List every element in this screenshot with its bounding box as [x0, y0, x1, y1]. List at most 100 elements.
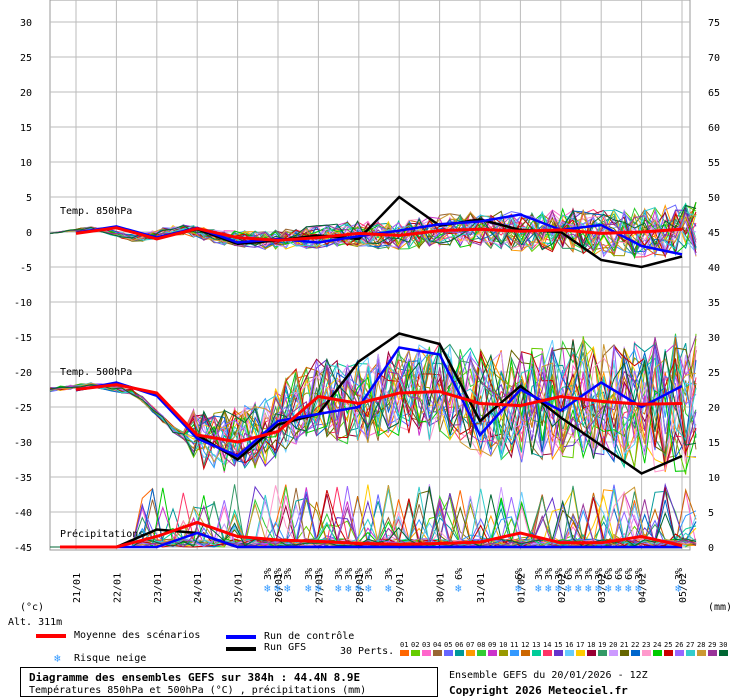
pert-line-500: [49, 335, 697, 467]
snowflake-icon: ❄: [585, 582, 592, 595]
pert-legend-swatch: [609, 650, 618, 656]
altitude-label: Alt. 311m: [8, 617, 63, 628]
pert-legend-number: 16: [565, 641, 573, 649]
snow-risk-badge: 3%: [354, 568, 365, 580]
right-tick-label: 30: [708, 333, 720, 344]
pert-legend-swatch: [510, 650, 519, 656]
snow-risk-badge: 6%: [514, 568, 525, 580]
pert-legend-number: 30: [719, 641, 727, 649]
x-tick-label: 30/01: [436, 573, 447, 603]
chart-grid: [49, 0, 691, 551]
footer-subtitle: Températures 850hPa et 500hPa (°C) , pré…: [29, 685, 367, 696]
pert-legend-number: 11: [510, 641, 518, 649]
legend-snow-label: Risque neige: [74, 653, 147, 664]
left-tick-label: -35: [14, 473, 32, 484]
left-tick-label: 25: [20, 53, 32, 64]
pert-legend-swatch: [708, 650, 717, 656]
x-tick-label: 27/01: [314, 573, 325, 603]
snowflake-icon: ❄: [455, 582, 462, 595]
pert-legend-number: 10: [499, 641, 507, 649]
left-tick-label: -30: [14, 438, 32, 449]
snowflake-icon: ❄: [635, 582, 642, 595]
right-tick-label: 15: [708, 438, 720, 449]
pert-legend-number: 27: [686, 641, 694, 649]
pert-legend-number: 04: [433, 641, 441, 649]
pert-legend-swatch: [631, 650, 640, 656]
left-tick-label: 10: [20, 158, 32, 169]
left-tick-label: 20: [20, 88, 32, 99]
footer-title: Diagramme des ensembles GEFS sur 384h : …: [29, 671, 361, 684]
snowflake-icon: ❄: [274, 582, 281, 595]
copyright-label: Copyright 2026 Meteociel.fr: [449, 684, 628, 697]
x-tick-label: 04/02: [638, 573, 649, 603]
pert-legend-swatch: [653, 650, 662, 656]
x-tick-label: 31/01: [476, 573, 487, 603]
legend-gfs-label: Run GFS: [264, 642, 307, 653]
right-tick-label: 75: [708, 18, 720, 29]
snow-risk-badge: 3%: [584, 568, 595, 580]
pert-legend-swatch: [598, 650, 607, 656]
pert-legend-swatch: [576, 650, 585, 656]
left-tick-label: -45: [14, 543, 32, 554]
snow-risk-badge: 3%: [304, 568, 315, 580]
snowflake-icon: ❄: [54, 652, 61, 665]
right-tick-label: 10: [708, 473, 720, 484]
pert-legend-number: 25: [664, 641, 672, 649]
right-tick-label: 45: [708, 228, 720, 239]
x-tick-label: 03/02: [597, 573, 608, 603]
pert-legend-number: 09: [488, 641, 496, 649]
right-tick-label: 60: [708, 123, 720, 134]
pert-legend-swatch: [543, 650, 552, 656]
pert-legend-swatch: [488, 650, 497, 656]
snow-risk-badge: 6%: [624, 568, 635, 580]
pert-legend-number: 03: [422, 641, 430, 649]
left-unit-label: (°c): [20, 602, 44, 613]
left-tick-label: 30: [20, 18, 32, 29]
left-tick-label: -5: [20, 263, 32, 274]
pert-legend-number: 26: [675, 641, 683, 649]
pert-legend-swatch: [499, 650, 508, 656]
series-line-500: [75, 383, 683, 444]
snow-risk-badge: 3%: [334, 568, 345, 580]
x-tick-label: 22/01: [112, 573, 123, 603]
snow-risk-badge: 3%: [674, 568, 685, 580]
pert-legend-swatch: [411, 650, 420, 656]
snow-risk-badge: 3%: [344, 568, 355, 580]
pert-legend-number: 21: [620, 641, 628, 649]
pert-legend-swatch: [422, 650, 431, 656]
pert-legend-number: 07: [466, 641, 474, 649]
snowflake-icon: ❄: [625, 582, 632, 595]
pert-legend-swatch: [565, 650, 574, 656]
x-tick-label: 05/02: [678, 573, 689, 603]
pert-legend-number: 24: [653, 641, 661, 649]
pert-legend-number: 05: [444, 641, 452, 649]
series-line-precip: [60, 531, 682, 549]
x-tick-label: 21/01: [72, 573, 83, 603]
snow-risk-badge: 3%: [594, 568, 605, 580]
left-tick-label: -15: [14, 333, 32, 344]
pert-legend-swatch: [444, 650, 453, 656]
footer-box: Diagramme des ensembles GEFS sur 384h : …: [20, 667, 438, 697]
pert-legend-number: 23: [642, 641, 650, 649]
right-tick-label: 50: [708, 193, 720, 204]
snow-risk-badge: 3%: [314, 568, 325, 580]
snow-risk-badge: 3%: [273, 568, 284, 580]
x-tick-label: 26/01: [274, 573, 285, 603]
pert-legend-swatch: [697, 650, 706, 656]
snowflake-icon: ❄: [385, 582, 392, 595]
x-tick-label: 01/02: [516, 573, 527, 603]
x-tick-label: 28/01: [355, 573, 366, 603]
axis-ticks: 302520151050-5-10-15-20-25-30-35-40-4575…: [14, 18, 720, 554]
t500-series-label: Temp. 500hPa: [60, 367, 132, 378]
pert-legend-number: 12: [521, 641, 529, 649]
pert-legend-swatch: [521, 650, 530, 656]
right-tick-label: 0: [708, 543, 714, 554]
pert-legend-swatch: [587, 650, 596, 656]
legend-mean-swatch: [36, 634, 66, 638]
right-tick-label: 55: [708, 158, 720, 169]
snowflake-icon: ❄: [675, 582, 682, 595]
snow-risk-badge: 6%: [614, 568, 625, 580]
pert-legend-swatch: [466, 650, 475, 656]
snowflake-icon: ❄: [555, 582, 562, 595]
snowflake-icon: ❄: [335, 582, 342, 595]
